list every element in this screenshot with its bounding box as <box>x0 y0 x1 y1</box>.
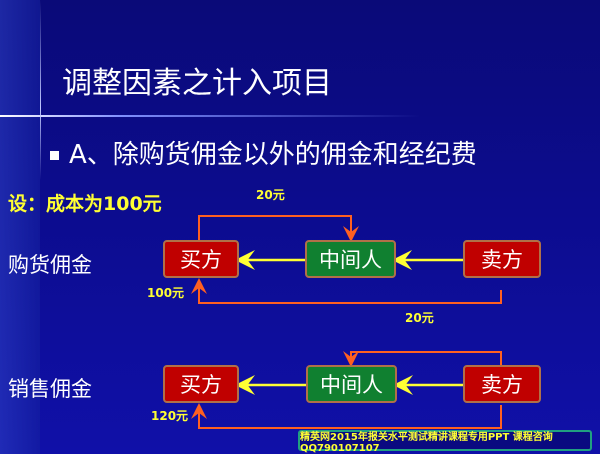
money-arrow <box>198 215 359 242</box>
money-arrow <box>191 403 502 429</box>
money-arrow <box>343 351 502 367</box>
buyer-box: 买方 <box>163 365 239 403</box>
decor-band <box>0 0 40 454</box>
commission-label: 20元 <box>256 188 285 202</box>
bullet-square-icon <box>50 151 59 160</box>
bullet-text: A、除购货佣金以外的佣金和经纪费 <box>69 140 477 170</box>
seller-box: 卖方 <box>463 365 541 403</box>
decor-line <box>0 115 600 117</box>
bullet-point: A、除购货佣金以外的佣金和经纪费 <box>50 134 477 171</box>
assumption: 设：成本为100元 <box>8 193 162 215</box>
commission-label: 20元 <box>405 311 434 325</box>
row-label: 销售佣金 <box>8 377 92 401</box>
payment-label: 120元 <box>151 409 189 423</box>
payment-label: 100元 <box>147 286 185 300</box>
seller-box: 卖方 <box>463 240 541 278</box>
money-arrow <box>191 278 502 304</box>
decor-line-vertical <box>40 0 41 180</box>
buyer-box: 买方 <box>163 240 239 278</box>
slide-title: 调整因素之计入项目 <box>62 66 332 101</box>
middleman-box: 中间人 <box>306 365 397 403</box>
middleman-box: 中间人 <box>305 240 396 278</box>
footer-watermark: 精英网2015年报关水平测试精讲课程专用PPT 课程咨询QQ790107107 <box>298 430 592 454</box>
row-label: 购货佣金 <box>8 253 92 277</box>
